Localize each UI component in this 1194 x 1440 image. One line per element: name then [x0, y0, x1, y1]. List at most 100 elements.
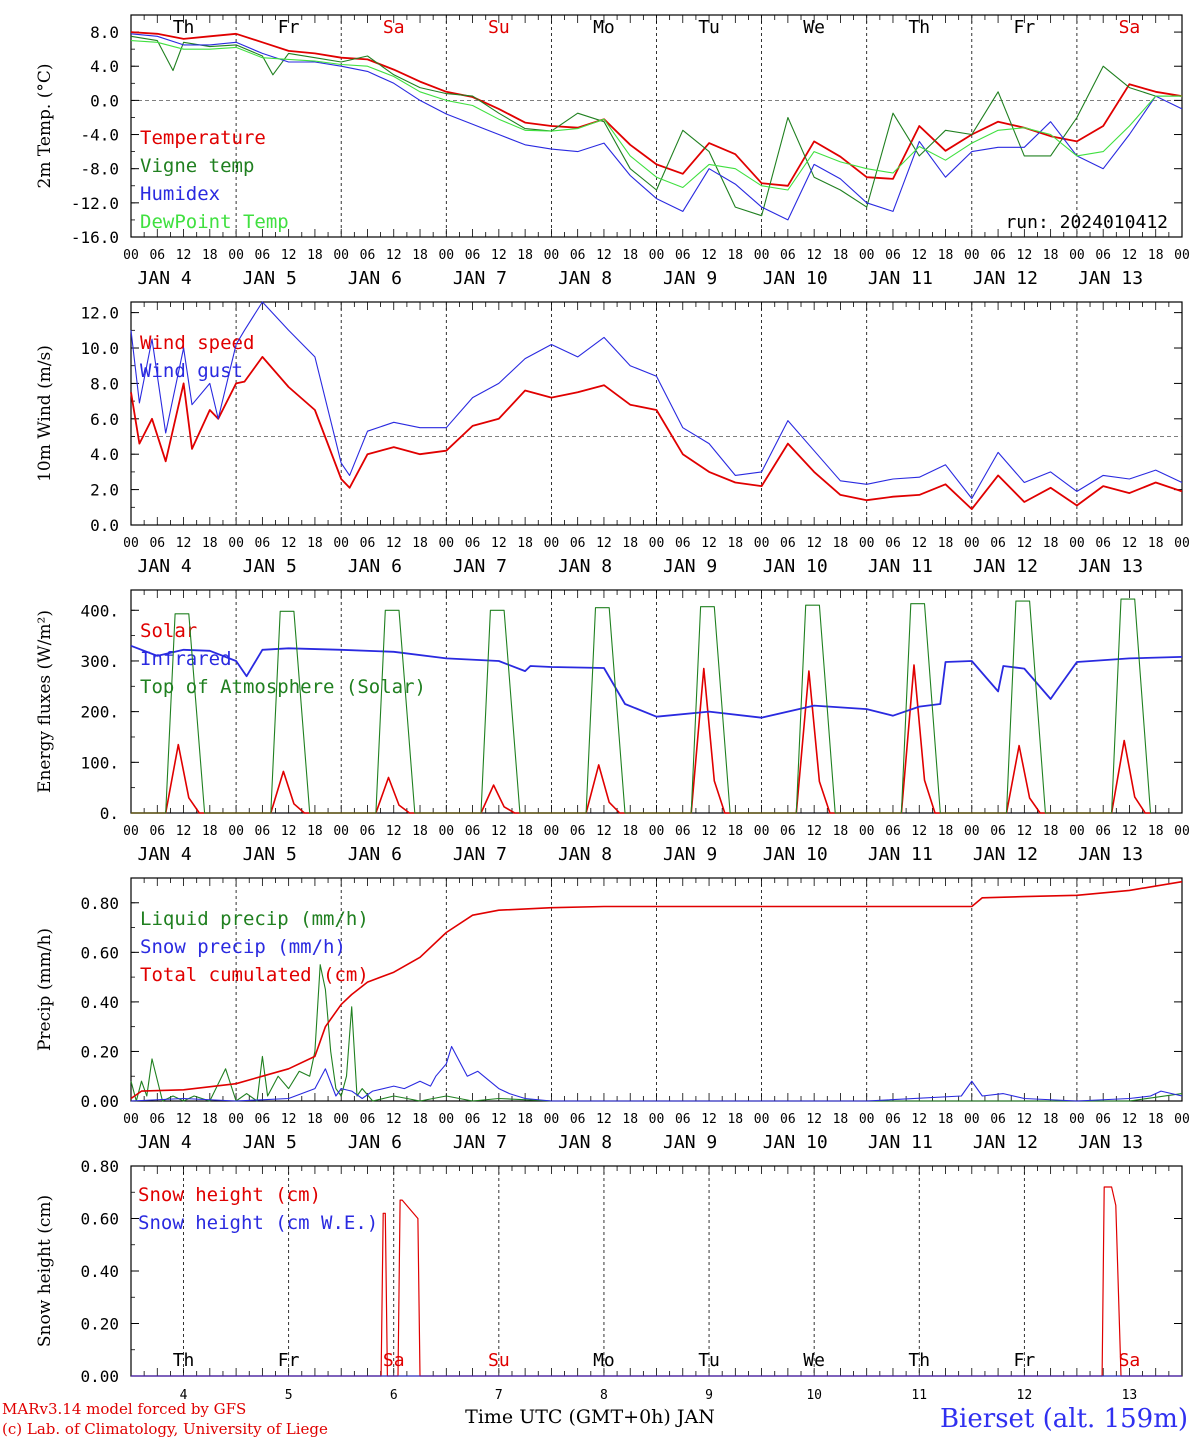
weekday-label: Sa — [1119, 1350, 1141, 1371]
hour-tick-label: 00 — [859, 1112, 875, 1127]
hour-tick-label: 06 — [885, 1112, 901, 1127]
hour-tick-label: 06 — [675, 1112, 691, 1127]
day-label: JAN 7 — [453, 1132, 507, 1153]
series-line-temperature — [130, 31, 1183, 187]
hour-tick-label: 12 — [491, 824, 507, 839]
hour-tick-label: 12 — [281, 1112, 297, 1127]
legend-entry: Total cumulated (cm) — [140, 964, 369, 986]
hour-tick-label: 12 — [491, 536, 507, 551]
hour-tick-label: 06 — [570, 824, 586, 839]
weekday-label: Tu — [698, 1350, 720, 1371]
y-tick-label: 0.0 — [90, 516, 119, 535]
weekday-label: Fr — [278, 1350, 300, 1371]
y-tick-label: 0.20 — [80, 1042, 119, 1061]
hour-tick-label: 06 — [360, 248, 376, 263]
series-line-snow-height-cm — [131, 1186, 1182, 1377]
hour-tick-label: 00 — [964, 536, 980, 551]
hour-tick-label: 18 — [307, 1112, 323, 1127]
hour-tick-label: 00 — [859, 248, 875, 263]
hour-tick-label: 00 — [438, 248, 454, 263]
x-axis-title: Time UTC (GMT+0h) JAN — [465, 1406, 715, 1428]
legend-entry: Infrared — [140, 648, 232, 670]
hour-tick-label: 18 — [202, 536, 218, 551]
hour-tick-label: 18 — [622, 824, 638, 839]
hour-tick-label: 06 — [885, 824, 901, 839]
day-label: JAN 9 — [663, 268, 717, 289]
hour-tick-label: 18 — [727, 1112, 743, 1127]
credit-line-1: MARv3.14 model forced by GFS — [2, 1400, 246, 1418]
y-axis-label: Snow height (cm) — [35, 1195, 55, 1347]
panel-5: 0.00 0.20 0.40 0.60 0.80 Snow height (cm) 4 5 6 7… — [35, 1157, 1183, 1403]
hour-tick-label: 12 — [911, 248, 927, 263]
hour-tick-label: 12 — [386, 536, 402, 551]
y-tick-label: 12.0 — [80, 304, 119, 323]
day-label: JAN 10 — [763, 844, 828, 865]
hour-tick-label: 18 — [1148, 824, 1164, 839]
day-number: 6 — [390, 1388, 398, 1403]
y-axis-label: 2m Temp. (°C) — [35, 63, 55, 188]
series-line-humidex — [130, 33, 1183, 221]
y-tick-label: -12.0 — [71, 194, 119, 213]
hour-tick-label: 00 — [1069, 824, 1085, 839]
panel-2: 0.0 2.0 4.0 6.0 8.0 10.0 12.0 10m Wind (m/s) 00 0… — [35, 301, 1190, 577]
series-line-infrared — [130, 644, 1183, 719]
hour-tick-label: 18 — [727, 248, 743, 263]
hour-tick-label: 12 — [491, 248, 507, 263]
hour-tick-label: 00 — [649, 1112, 665, 1127]
hour-tick-label: 18 — [1043, 248, 1059, 263]
hour-tick-label: 06 — [885, 248, 901, 263]
y-axis-label: Energy fluxes (W/m²) — [35, 610, 55, 793]
hour-tick-label: 06 — [780, 824, 796, 839]
hour-tick-label: 18 — [938, 536, 954, 551]
hour-tick-label: 00 — [964, 824, 980, 839]
hour-tick-label: 06 — [360, 536, 376, 551]
hour-tick-label: 06 — [1095, 1112, 1111, 1127]
day-label: JAN 13 — [1078, 844, 1143, 865]
hour-tick-label: 00 — [333, 1112, 349, 1127]
hour-tick-label: 06 — [465, 824, 481, 839]
hour-tick-label: 12 — [1017, 1112, 1033, 1127]
hour-tick-label: 12 — [596, 248, 612, 263]
hour-tick-label: 18 — [307, 536, 323, 551]
y-tick-label: 0. — [100, 804, 119, 823]
hour-tick-label: 12 — [176, 1112, 192, 1127]
hour-tick-label: 06 — [149, 536, 165, 551]
hour-tick-label: 00 — [859, 824, 875, 839]
hour-tick-label: 18 — [517, 536, 533, 551]
weekday-label: Th — [173, 17, 195, 38]
hour-tick-label: 00 — [754, 536, 770, 551]
hour-tick-label: 00 — [649, 248, 665, 263]
hour-tick-label: 18 — [622, 1112, 638, 1127]
hour-tick-label: 06 — [990, 536, 1006, 551]
day-label: JAN 5 — [243, 556, 297, 577]
y-tick-label: -4.0 — [80, 126, 119, 145]
hour-tick-label: 00 — [754, 1112, 770, 1127]
legend-entry: Wind gust — [140, 360, 243, 382]
hour-tick-label: 06 — [360, 1112, 376, 1127]
day-label: JAN 11 — [868, 556, 933, 577]
hour-tick-label: 00 — [438, 536, 454, 551]
hour-tick-label: 12 — [1017, 248, 1033, 263]
hour-tick-label: 00 — [228, 1112, 244, 1127]
day-number: 12 — [1017, 1388, 1033, 1403]
day-label: JAN 6 — [348, 268, 402, 289]
day-number: 13 — [1122, 1388, 1138, 1403]
legend-entry: Humidex — [140, 183, 220, 205]
hour-tick-label: 18 — [1148, 1112, 1164, 1127]
legend-entry: Snow precip (mm/h) — [140, 936, 346, 958]
day-label: JAN 12 — [973, 1132, 1038, 1153]
hour-tick-label: 12 — [911, 824, 927, 839]
day-label: JAN 9 — [663, 844, 717, 865]
hour-tick-label: 06 — [465, 1112, 481, 1127]
hour-tick-label: 12 — [1122, 1112, 1138, 1127]
hour-tick-label: 12 — [806, 824, 822, 839]
hour-tick-label: 06 — [255, 248, 271, 263]
day-label: JAN 5 — [243, 1132, 297, 1153]
hour-tick-label: 12 — [386, 1112, 402, 1127]
hour-tick-label: 06 — [570, 1112, 586, 1127]
hour-tick-label: 18 — [1043, 536, 1059, 551]
weekday-label: Mo — [593, 1350, 615, 1371]
hour-tick-label: 18 — [1148, 248, 1164, 263]
hour-tick-label: 00 — [123, 824, 139, 839]
weekday-label: Mo — [593, 17, 615, 38]
